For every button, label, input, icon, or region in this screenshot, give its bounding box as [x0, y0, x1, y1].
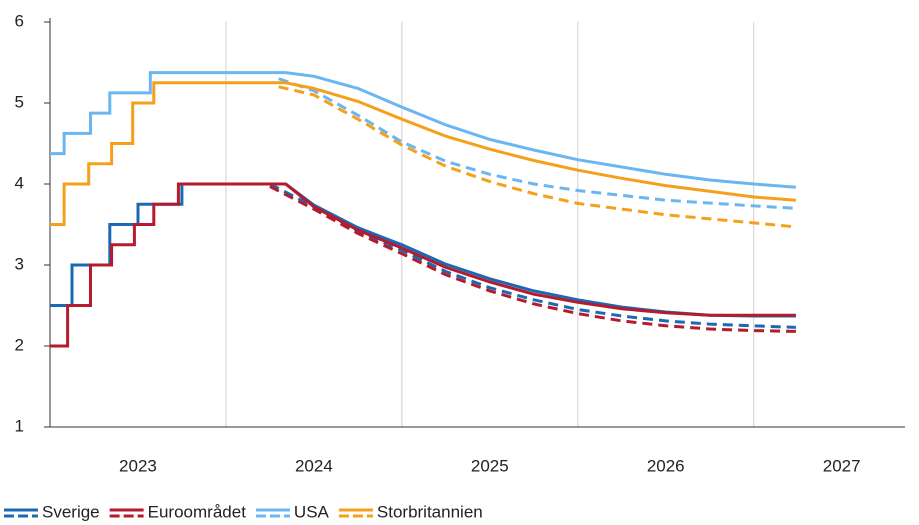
y-tick-label: 1: [15, 416, 24, 435]
y-tick-label: 2: [15, 335, 24, 354]
y-tick-label: 3: [15, 254, 24, 273]
series-line: [50, 182, 796, 348]
y-tick-label: 6: [15, 11, 24, 30]
forecast-line-dashed: [278, 77, 796, 210]
x-tick-label: 2024: [295, 456, 333, 475]
series-line: [50, 81, 797, 226]
y-tick-label: 4: [15, 173, 24, 192]
forecast-line-dashed: [278, 85, 797, 229]
x-tick-label: 2025: [471, 456, 509, 475]
x-tick-label: 2027: [823, 456, 861, 475]
x-tick-label: 2026: [647, 456, 685, 475]
forecast-line-dashed: [269, 182, 796, 329]
legend-label: USA: [294, 502, 330, 521]
forecast-line-dashed: [269, 185, 796, 333]
legend-label: Storbritannien: [377, 502, 483, 521]
legend-label: Euroområdet: [148, 502, 247, 521]
x-tick-label: 2023: [119, 456, 157, 475]
y-tick-label: 5: [15, 92, 24, 111]
legend-label: Sverige: [42, 502, 100, 521]
series-line: [50, 71, 797, 189]
